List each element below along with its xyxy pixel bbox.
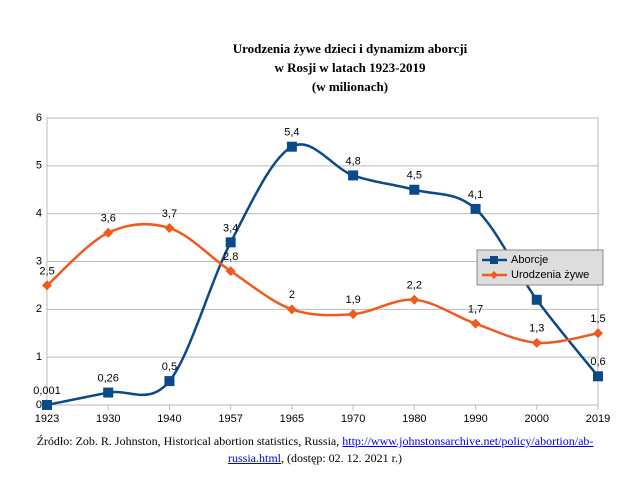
x-tick-label: 1930 [96, 413, 120, 425]
data-label: 1,7 [468, 304, 483, 316]
series-line [46, 222, 599, 345]
y-tick-label: 2 [36, 303, 42, 315]
legend-label: Urodzenia żywe [511, 269, 589, 281]
legend-marker [490, 256, 498, 264]
marker [42, 399, 52, 410]
chart-title: (w milionach) [312, 79, 388, 94]
marker [593, 371, 603, 382]
x-tick-label: 1990 [463, 413, 487, 425]
marker [103, 227, 114, 238]
marker [531, 337, 542, 348]
x-tick-label: 1940 [157, 413, 181, 425]
data-label: 3,4 [223, 222, 238, 234]
marker [164, 376, 175, 387]
marker [470, 203, 481, 214]
chart-title: w Rosji w latach 1923-2019 [275, 60, 426, 75]
chart-title: Urodzenia żywe dzieci i dynamizm aborcji [233, 41, 468, 56]
data-label: 3,6 [101, 213, 116, 225]
x-tick-label: 1923 [35, 413, 59, 425]
marker [164, 223, 175, 234]
data-label: 1,9 [345, 294, 360, 306]
y-tick-label: 0 [36, 399, 42, 411]
x-tick-label: 1957 [218, 413, 242, 425]
data-label: 1,3 [529, 323, 544, 335]
source-text: , (dostęp: 02. 12. 2021 r.) [281, 451, 402, 465]
data-label: 3,7 [162, 208, 177, 220]
legend-label: Aborcje [511, 254, 548, 266]
marker [409, 294, 420, 305]
x-tick-label: 2019 [586, 413, 610, 425]
source-note: Źródło: Zob. R. Johnston, Historical abo… [10, 433, 620, 467]
y-tick-label: 4 [36, 208, 42, 220]
data-label: 4,1 [468, 189, 483, 201]
legend-box [476, 249, 604, 286]
marker [593, 328, 603, 339]
data-label: 0,001 [33, 385, 61, 397]
y-tick-label: 1 [36, 351, 42, 363]
data-label: 2,8 [223, 251, 238, 263]
chart: Urodzenia żywe dzieci i dynamizm aborcji… [33, 41, 610, 425]
x-tick-label: 1965 [280, 413, 304, 425]
data-label: 2,5 [39, 265, 54, 277]
data-label: 0,26 [98, 372, 119, 384]
data-label: 0,6 [590, 356, 605, 368]
marker [103, 387, 114, 398]
marker [470, 318, 481, 329]
marker [348, 170, 359, 181]
legend-marker [490, 271, 498, 279]
data-label: 1,5 [590, 313, 605, 325]
marker [348, 309, 359, 320]
data-label: 0,5 [162, 361, 177, 373]
marker [225, 237, 236, 248]
y-tick-label: 3 [36, 255, 42, 267]
data-label: 4,8 [345, 155, 360, 167]
x-tick-label: 2000 [525, 413, 549, 425]
marker [409, 184, 420, 195]
data-label: 2,2 [407, 280, 422, 292]
marker [225, 266, 236, 277]
marker [286, 304, 297, 315]
x-tick-label: 1970 [341, 413, 365, 425]
source-text: Źródło: Zob. R. Johnston, Historical abo… [36, 434, 343, 448]
marker [531, 294, 542, 305]
y-tick-label: 6 [36, 112, 42, 124]
marker [42, 280, 52, 291]
data-label: 5,4 [284, 127, 299, 139]
source-link[interactable]: http://www.johnstonsarchive.net/policy/a… [228, 434, 594, 465]
data-label: 4,5 [407, 170, 422, 182]
marker [286, 141, 297, 152]
y-tick-label: 5 [36, 160, 42, 172]
data-label: 2 [289, 289, 295, 301]
x-tick-label: 1980 [402, 413, 426, 425]
